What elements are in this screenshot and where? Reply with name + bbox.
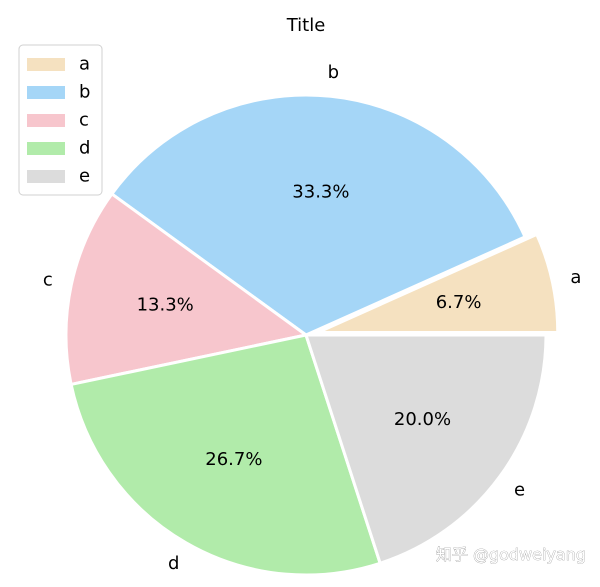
- legend-label-d: d: [79, 138, 90, 159]
- slice-label-d: d: [168, 553, 179, 574]
- pie-slices: [64, 93, 560, 577]
- legend-swatch-d: [27, 142, 65, 155]
- pie-slice-b: [110, 93, 527, 337]
- pct-label-b: 33.3%: [292, 181, 349, 202]
- legend-swatch-c: [27, 114, 65, 127]
- pie-labels: 6.7% a 33.3% b 13.3% c 26.7% d 20.0% e: [43, 62, 582, 574]
- slice-label-b: b: [328, 62, 339, 83]
- pct-label-e: 20.0%: [394, 409, 451, 430]
- pie-slice-d: [69, 333, 382, 577]
- pie-slice-e: [304, 333, 548, 565]
- pct-label-c: 13.3%: [137, 294, 194, 315]
- legend-label-a: a: [79, 54, 90, 75]
- pct-label-d: 26.7%: [205, 449, 262, 470]
- legend-label-c: c: [79, 110, 89, 131]
- legend-label-e: e: [79, 166, 90, 187]
- chart-title: Title: [286, 15, 326, 36]
- legend-swatch-a: [27, 58, 65, 71]
- slice-label-c: c: [43, 269, 53, 290]
- pie-slice-c: [64, 192, 308, 386]
- slice-label-a: a: [570, 267, 581, 288]
- legend-swatch-e: [27, 170, 65, 183]
- legend-label-b: b: [79, 82, 90, 103]
- pct-label-a: 6.7%: [436, 292, 482, 313]
- legend-swatch-b: [27, 86, 65, 99]
- pie-slice-a: [316, 232, 560, 334]
- slice-label-e: e: [514, 480, 525, 501]
- watermark: 知乎 @godweiyang: [436, 545, 586, 564]
